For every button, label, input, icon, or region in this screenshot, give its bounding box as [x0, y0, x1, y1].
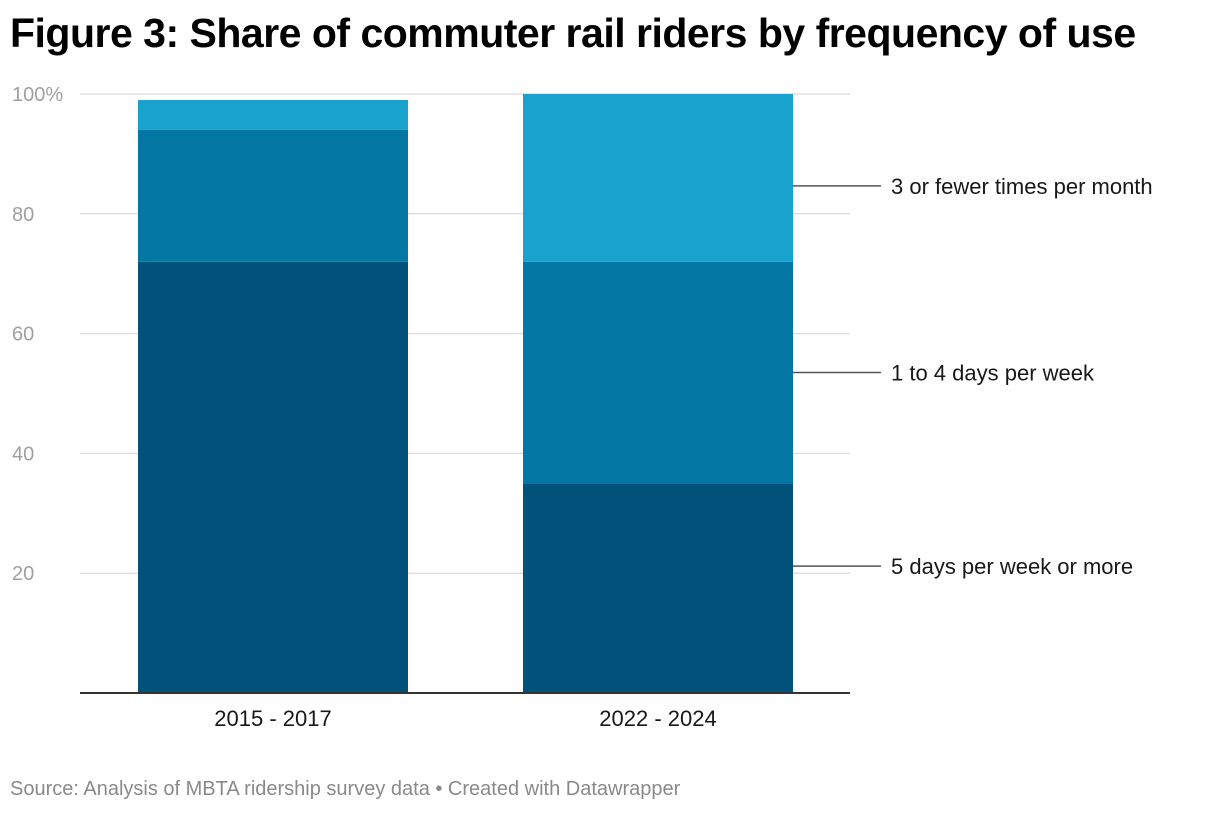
- y-tick-label: 40: [12, 443, 34, 465]
- source-note: Source: Analysis of MBTA ridership surve…: [10, 778, 681, 800]
- bars: [138, 94, 793, 693]
- legend-label: 5 days per week or more: [891, 554, 1133, 579]
- y-tick-label: 80: [12, 204, 34, 226]
- x-category-label: 2015 - 2017: [214, 706, 331, 731]
- bar-segment-1-3: [138, 99, 408, 130]
- bar-segment-1-1: [138, 261, 408, 693]
- direct-legend: 5 days per week or more 1 to 4 days per w…: [793, 174, 1153, 579]
- chart-title: Figure 3: Share of commuter rail riders …: [10, 10, 1136, 56]
- bar-segment-2-2: [523, 261, 793, 484]
- bar-segment-2-1: [523, 483, 793, 693]
- axes: 20 40 60 80 100% 2015 - 2017 2022 - 2024: [12, 84, 850, 731]
- y-tick-label: 100%: [12, 84, 63, 106]
- legend-label: 3 or fewer times per month: [891, 174, 1153, 199]
- bar-segment-1-2: [138, 129, 408, 262]
- x-category-label: 2022 - 2024: [599, 706, 716, 731]
- legend-label: 1 to 4 days per week: [891, 361, 1095, 386]
- y-tick-label: 20: [12, 563, 34, 585]
- y-tick-label: 60: [12, 324, 34, 346]
- bar-segment-2-3: [523, 94, 793, 262]
